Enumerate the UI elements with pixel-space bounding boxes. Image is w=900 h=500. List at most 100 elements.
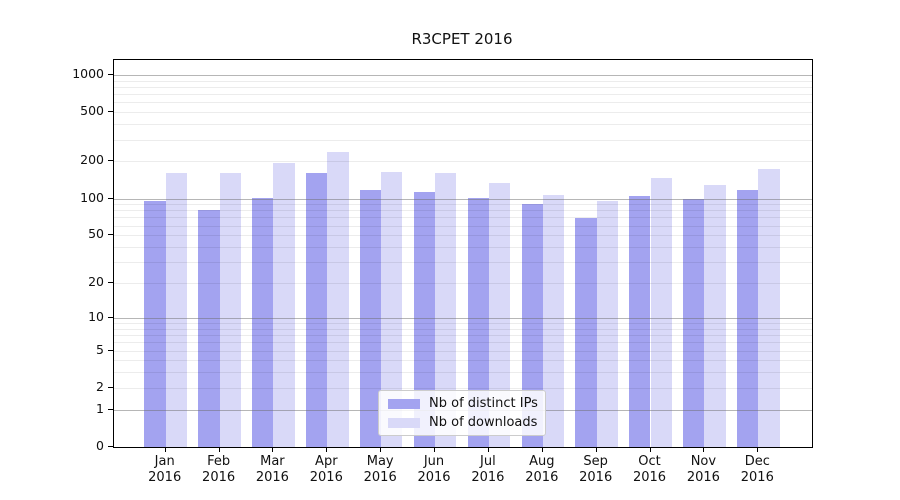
x-tick-label-jan: Jan 2016 — [130, 454, 200, 486]
x-tick-mark — [595, 447, 597, 452]
minor-gridline — [114, 342, 812, 344]
minor-gridline — [114, 372, 812, 374]
y-tick-label: 2 — [96, 378, 104, 394]
y-tick-mark — [108, 349, 113, 351]
y-tick-label: 1000 — [72, 65, 104, 81]
minor-gridline — [114, 217, 812, 219]
legend-label: Nb of distinct IPs — [429, 396, 538, 411]
bar-downloads-feb — [219, 173, 241, 447]
y-tick-label: 200 — [80, 152, 104, 168]
x-tick-month: Jan — [154, 454, 175, 469]
x-tick-month: May — [366, 454, 394, 469]
legend-item: Nb of downloads — [388, 415, 538, 430]
bar-ips-sep — [575, 218, 597, 447]
minor-gridline — [114, 360, 812, 362]
x-tick-mark — [649, 447, 651, 452]
bar-ips-mar — [252, 197, 274, 447]
legend-swatch-ips — [388, 398, 420, 409]
minor-gridline — [114, 94, 812, 96]
x-tick-mark — [164, 447, 166, 452]
bar-downloads-oct — [650, 178, 672, 447]
x-tick-year: 2016 — [309, 470, 343, 485]
x-tick-year: 2016 — [686, 470, 720, 485]
x-tick-mark — [272, 447, 274, 452]
minor-gridline — [114, 124, 812, 126]
bar-downloads-jul — [488, 182, 511, 447]
x-tick-mark — [434, 447, 435, 452]
x-tick-year: 2016 — [202, 470, 236, 485]
x-tick-month: Sep — [583, 454, 608, 469]
y-tick-mark — [108, 73, 113, 75]
major-gridline — [114, 198, 812, 200]
minor-gridline — [114, 112, 812, 114]
major-gridline — [114, 74, 812, 76]
y-tick-label: 5 — [96, 341, 104, 357]
minor-gridline — [114, 210, 812, 212]
x-tick-mark — [380, 447, 382, 452]
y-tick-label: 50 — [88, 226, 104, 242]
x-tick-month: Feb — [207, 454, 231, 469]
minor-gridline — [114, 247, 812, 248]
x-tick-year: 2016 — [148, 470, 182, 485]
x-tick-month: Aug — [529, 454, 555, 469]
bar-ips-jul — [467, 197, 489, 447]
x-tick-month: Nov — [690, 454, 717, 469]
x-tick-year: 2016 — [363, 470, 397, 485]
y-tick-label: 1 — [96, 400, 104, 416]
x-tick-month: Apr — [315, 454, 338, 469]
x-tick-month: Jul — [480, 454, 496, 469]
minor-gridline — [114, 335, 812, 336]
x-tick-year: 2016 — [525, 470, 559, 485]
x-tick-year: 2016 — [740, 470, 774, 485]
minor-gridline — [114, 225, 812, 227]
x-tick-mark — [703, 447, 705, 452]
x-tick-mark — [326, 447, 328, 452]
x-tick-year: 2016 — [579, 470, 613, 485]
legend-swatch-downloads — [388, 417, 420, 428]
minor-gridline — [114, 139, 812, 141]
y-tick-label: 10 — [88, 308, 104, 324]
y-tick-label: 0 — [96, 438, 104, 453]
bar-ips-jun — [413, 191, 435, 447]
x-tick-month: Mar — [260, 454, 285, 469]
minor-gridline — [114, 80, 812, 82]
x-tick-label-nov: Nov 2016 — [668, 454, 738, 486]
x-tick-label-apr: Apr 2016 — [291, 454, 361, 486]
legend: Nb of distinct IPs Nb of downloads — [378, 390, 546, 436]
x-tick-mark — [487, 447, 489, 452]
x-tick-label-jul: Jul 2016 — [453, 454, 523, 486]
y-tick-label: 100 — [80, 189, 104, 205]
y-tick-mark — [108, 234, 113, 236]
x-tick-year: 2016 — [417, 470, 451, 485]
x-tick-year: 2016 — [471, 470, 505, 485]
legend-label: Nb of downloads — [429, 415, 538, 430]
minor-gridline — [114, 328, 812, 330]
minor-gridline — [114, 235, 812, 237]
bar-downloads-aug — [542, 195, 565, 447]
minor-gridline — [114, 283, 812, 284]
bar-downloads-jun — [435, 173, 457, 447]
x-tick-label-feb: Feb 2016 — [184, 454, 254, 486]
x-tick-label-oct: Oct 2016 — [615, 454, 685, 486]
minor-gridline — [114, 350, 812, 352]
chart-title: R3CPET 2016 — [411, 30, 513, 48]
minor-gridline — [114, 262, 812, 264]
x-tick-year: 2016 — [632, 470, 667, 485]
x-tick-mark — [541, 447, 543, 452]
x-tick-label-aug: Aug 2016 — [507, 454, 577, 486]
x-tick-label-may: May 2016 — [345, 454, 415, 486]
y-tick-mark — [108, 197, 113, 199]
bar-ips-aug — [521, 204, 543, 447]
bar-ips-feb — [198, 209, 220, 447]
x-tick-label-mar: Mar 2016 — [237, 454, 307, 486]
bar-downloads-jan — [165, 173, 187, 447]
minor-gridline — [114, 86, 812, 88]
x-tick-month: Dec — [744, 454, 770, 469]
y-tick-mark — [108, 282, 113, 283]
bar-ips-jan — [144, 200, 166, 447]
x-tick-year: 2016 — [255, 470, 289, 485]
x-tick-mark — [757, 447, 759, 452]
y-tick-mark — [108, 408, 113, 410]
x-tick-label-sep: Sep 2016 — [561, 454, 631, 486]
